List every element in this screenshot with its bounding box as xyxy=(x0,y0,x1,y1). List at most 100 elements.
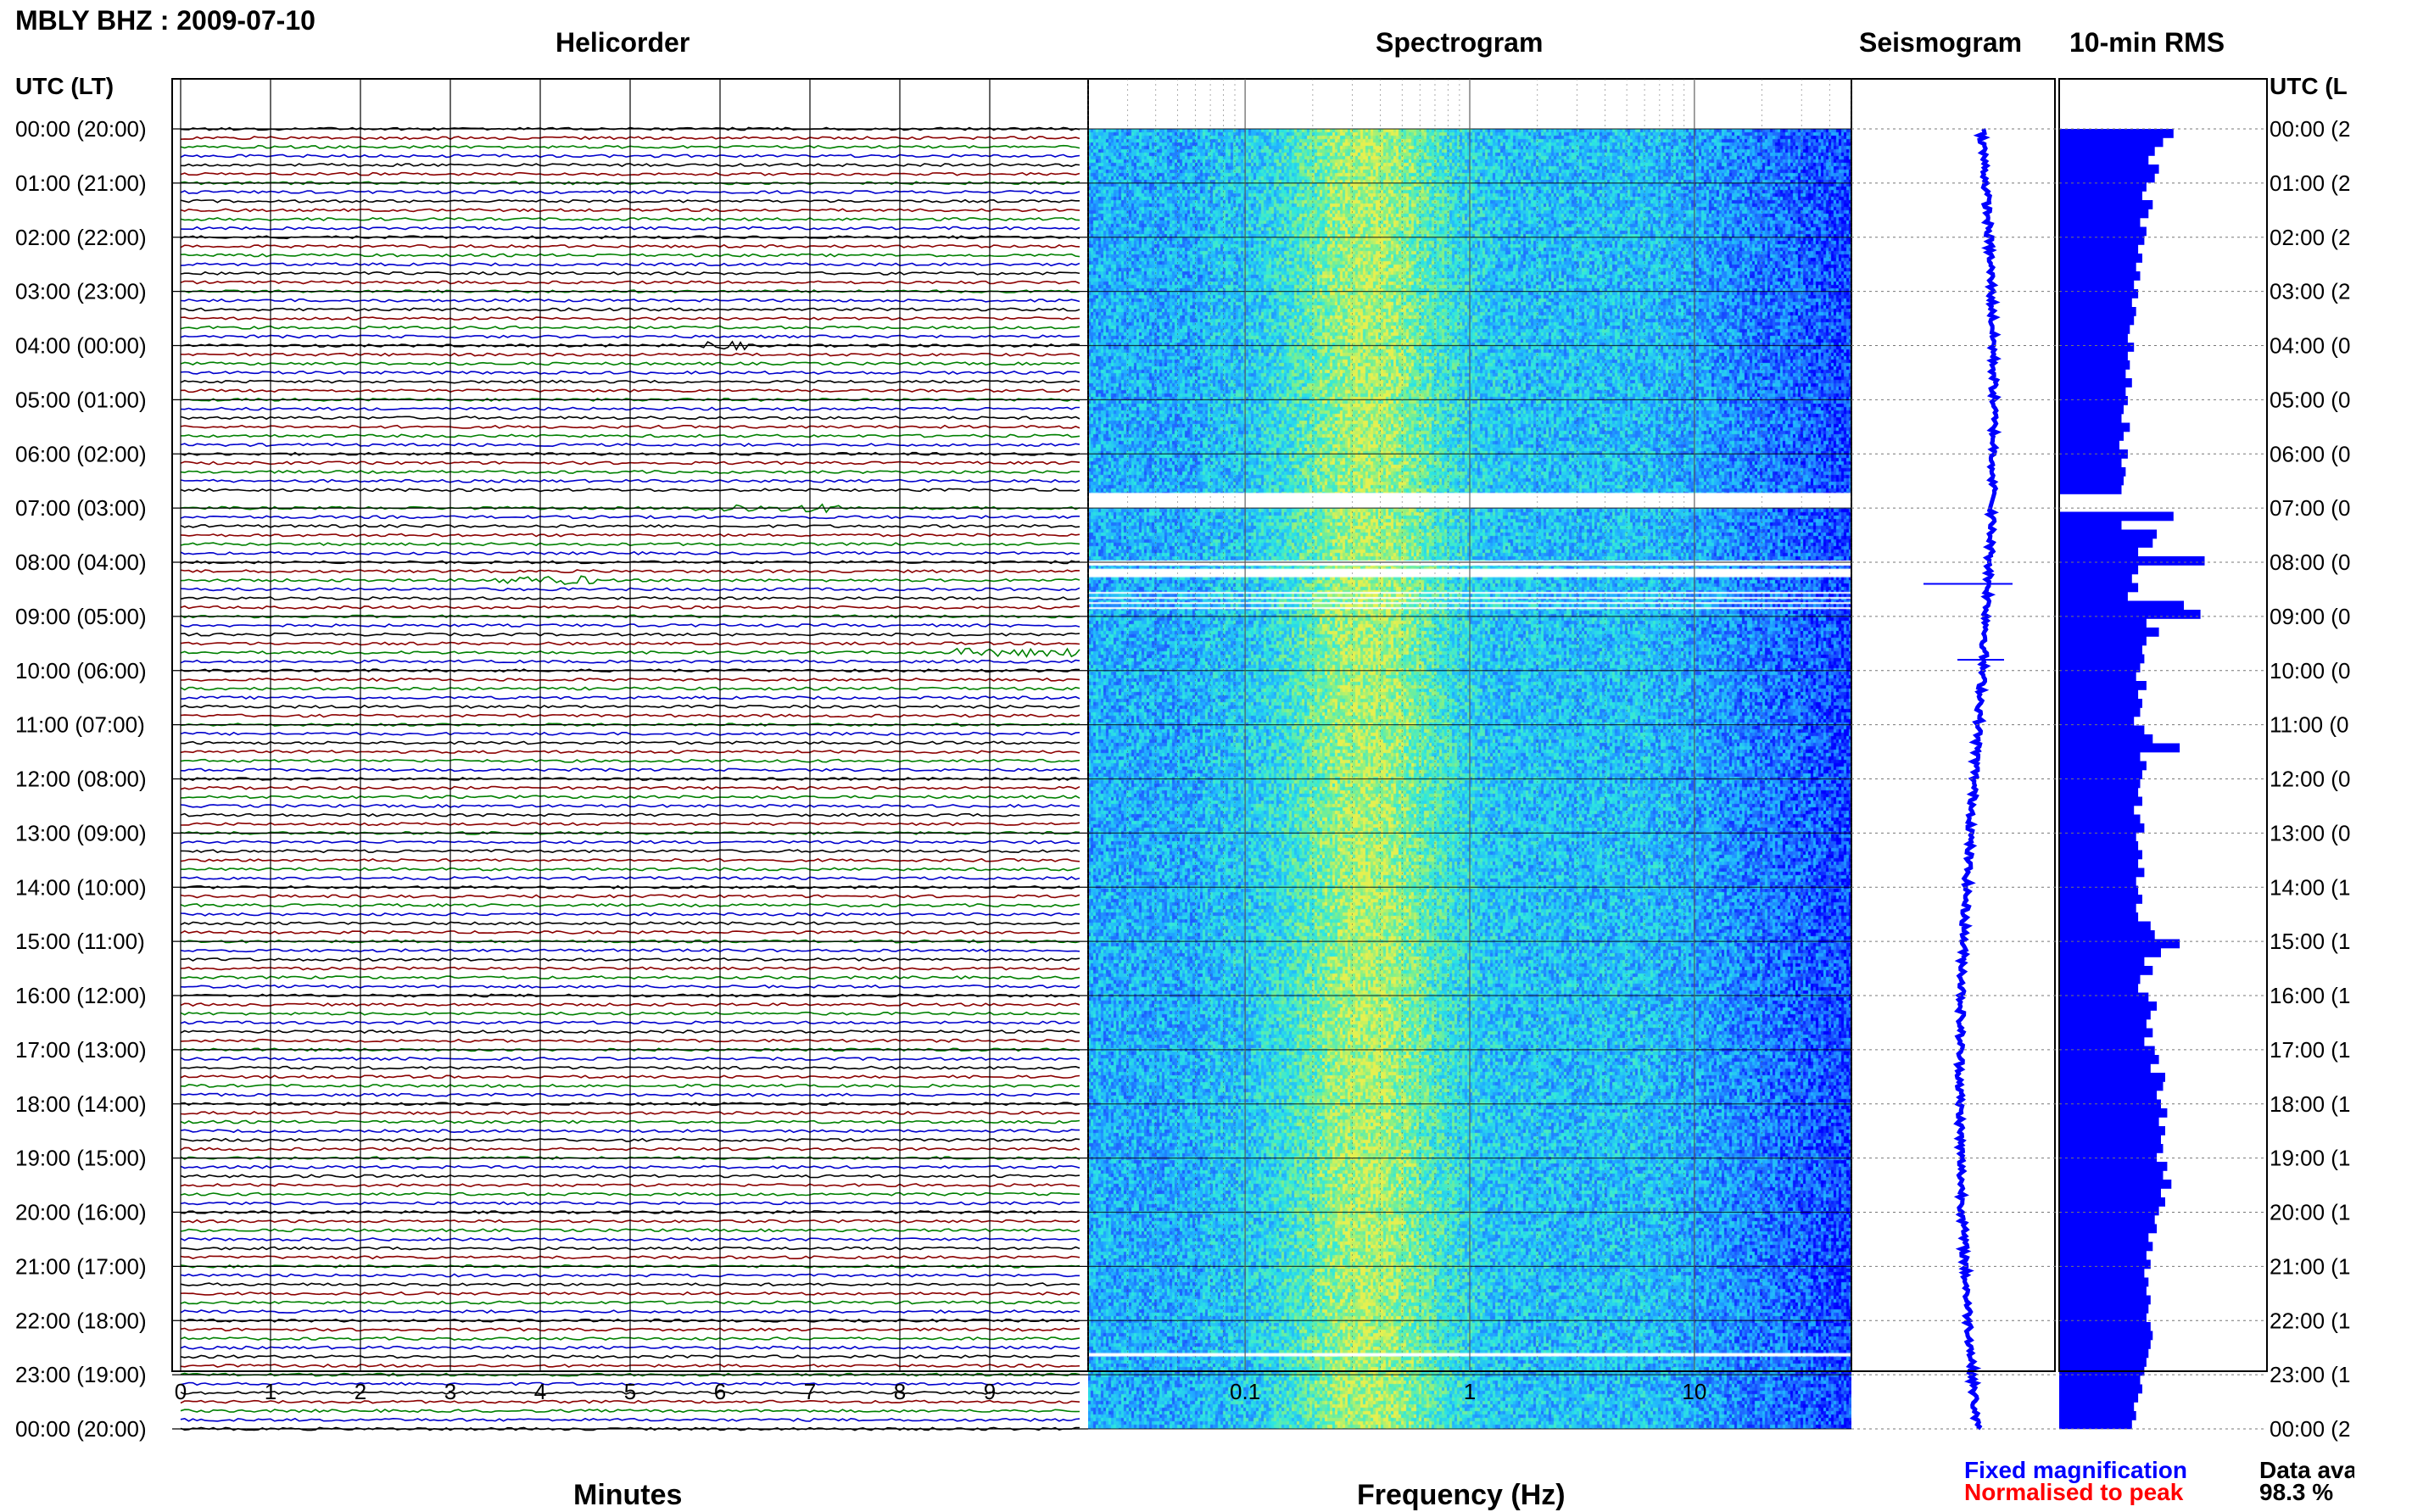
time-label-right: 23:00 (1 xyxy=(2270,1362,2350,1387)
rms-bar xyxy=(2059,1117,2159,1127)
rms-bar xyxy=(2059,556,2205,566)
time-label-right: 05:00 (0 xyxy=(2270,387,2350,412)
rms-bar xyxy=(2059,948,2161,957)
rms-bar xyxy=(2059,1091,2158,1100)
rms-bar xyxy=(2059,1304,2149,1314)
rms-bar xyxy=(2059,984,2139,993)
rms-bar xyxy=(2059,1313,2147,1323)
rms-bar xyxy=(2059,618,2147,628)
rms-bar xyxy=(2059,1241,2153,1252)
time-label-left: 04:00 (00:00) xyxy=(15,333,147,359)
minute-tick-label: 8 xyxy=(894,1379,906,1404)
time-label-right: 04:00 (0 xyxy=(2270,333,2350,359)
rms-bar xyxy=(2059,1420,2132,1430)
minute-tick-label: 1 xyxy=(265,1379,276,1404)
rms-bar xyxy=(2059,458,2122,468)
time-label-left: 23:00 (19:00) xyxy=(15,1362,147,1387)
spectrogram-title: Spectrogram xyxy=(1376,27,1544,58)
rms-bar xyxy=(2059,325,2130,334)
rms-bar xyxy=(2059,387,2126,397)
rms-bar xyxy=(2059,743,2180,753)
minute-tick-label: 3 xyxy=(444,1379,456,1404)
time-label-right: 02:00 (2 xyxy=(2270,225,2350,250)
time-label-right: 22:00 (1 xyxy=(2270,1308,2350,1333)
rms-bar xyxy=(2059,663,2141,672)
helicorder-trace xyxy=(180,1417,1080,1422)
minute-tick-label: 5 xyxy=(624,1379,636,1404)
rms-bar xyxy=(2059,521,2122,530)
legend-normalised: Normalised to peak xyxy=(1964,1479,2184,1505)
frequency-tick-label: 0.1 xyxy=(1230,1379,1260,1404)
rms-bar xyxy=(2059,877,2136,886)
time-label-right: 08:00 (0 xyxy=(2270,550,2350,575)
rms-bar xyxy=(2059,1063,2151,1074)
rms-bar xyxy=(2059,1277,2149,1287)
time-label-left: 15:00 (11:00) xyxy=(15,929,145,954)
time-label-right: 21:00 (1 xyxy=(2270,1253,2350,1279)
minutes-axis-label: Minutes xyxy=(573,1479,683,1511)
time-label-left: 03:00 (23:00) xyxy=(15,279,147,304)
rms-bar xyxy=(2059,396,2128,405)
time-label-left: 16:00 (12:00) xyxy=(15,983,147,1008)
time-label-left: 17:00 (13:00) xyxy=(15,1037,147,1063)
rms-bar xyxy=(2059,921,2151,931)
rms-bar xyxy=(2059,298,2132,308)
legend-fixed: Fixed magnification xyxy=(1964,1457,2187,1483)
rms-bar xyxy=(2059,511,2174,522)
frequency-tick-label: 1 xyxy=(1464,1379,1476,1404)
time-label-left: 01:00 (21:00) xyxy=(15,170,147,196)
rms-bar xyxy=(2059,1010,2151,1020)
time-label-right: 16:00 (1 xyxy=(2270,983,2350,1008)
rms-bar xyxy=(2059,966,2153,975)
rms-bar xyxy=(2059,912,2139,922)
rms-bar xyxy=(2059,628,2159,637)
rms-bar xyxy=(2059,814,2141,824)
time-label-right: 07:00 (0 xyxy=(2270,495,2350,521)
rms-bar xyxy=(2059,1019,2147,1029)
rms-bar xyxy=(2059,1126,2165,1135)
rms-bar xyxy=(2059,574,2132,583)
rms-bar xyxy=(2059,547,2139,557)
rms-bar xyxy=(2059,939,2180,949)
rms-bar xyxy=(2059,1393,2139,1403)
rms-bar xyxy=(2059,868,2145,878)
rms-bar xyxy=(2059,165,2159,174)
rms-bar xyxy=(2059,823,2145,833)
figure-title: MBLY BHZ : 2009-07-10 xyxy=(15,5,315,36)
rms-bar xyxy=(2059,209,2149,219)
helicorder-title: Helicorder xyxy=(556,27,690,58)
rms-bar xyxy=(2059,244,2139,254)
rms-bar xyxy=(2059,645,2142,655)
time-label-left: 05:00 (01:00) xyxy=(15,387,147,412)
minute-tick-label: 6 xyxy=(714,1379,726,1404)
rms-bar xyxy=(2059,1402,2135,1412)
rms-bar xyxy=(2059,129,2174,138)
rms-bar xyxy=(2059,885,2139,895)
rms-bar xyxy=(2059,717,2135,726)
rms-bar xyxy=(2059,155,2149,165)
rms-bar xyxy=(2059,725,2145,735)
rms-bar xyxy=(2059,485,2122,494)
rms-bar xyxy=(2059,369,2126,379)
time-label-left: 00:00 (20:00) xyxy=(15,1416,147,1442)
seismogram-trace xyxy=(1952,128,2002,1431)
rms-bar xyxy=(2059,1108,2168,1118)
rms-bar xyxy=(2059,610,2201,619)
frequency-tick-label: 10 xyxy=(1682,1379,1706,1404)
rms-bar xyxy=(2059,360,2130,370)
rms-bar xyxy=(2059,1046,2155,1056)
utc-label-right: UTC (L xyxy=(2270,73,2348,99)
rms-bar xyxy=(2059,333,2128,343)
rms-bar xyxy=(2059,636,2147,646)
time-label-right: 00:00 (2 xyxy=(2270,116,2350,142)
rms-bar xyxy=(2059,796,2142,806)
rms-bar xyxy=(2059,1028,2153,1038)
rms-bar xyxy=(2059,1135,2161,1145)
time-label-right: 19:00 (1 xyxy=(2270,1146,2350,1171)
rms-bar xyxy=(2059,957,2145,967)
rms-bar xyxy=(2059,449,2128,459)
rms-bar xyxy=(2059,1170,2164,1180)
time-label-left: 21:00 (17:00) xyxy=(15,1253,147,1279)
rms-bar xyxy=(2059,1188,2161,1198)
